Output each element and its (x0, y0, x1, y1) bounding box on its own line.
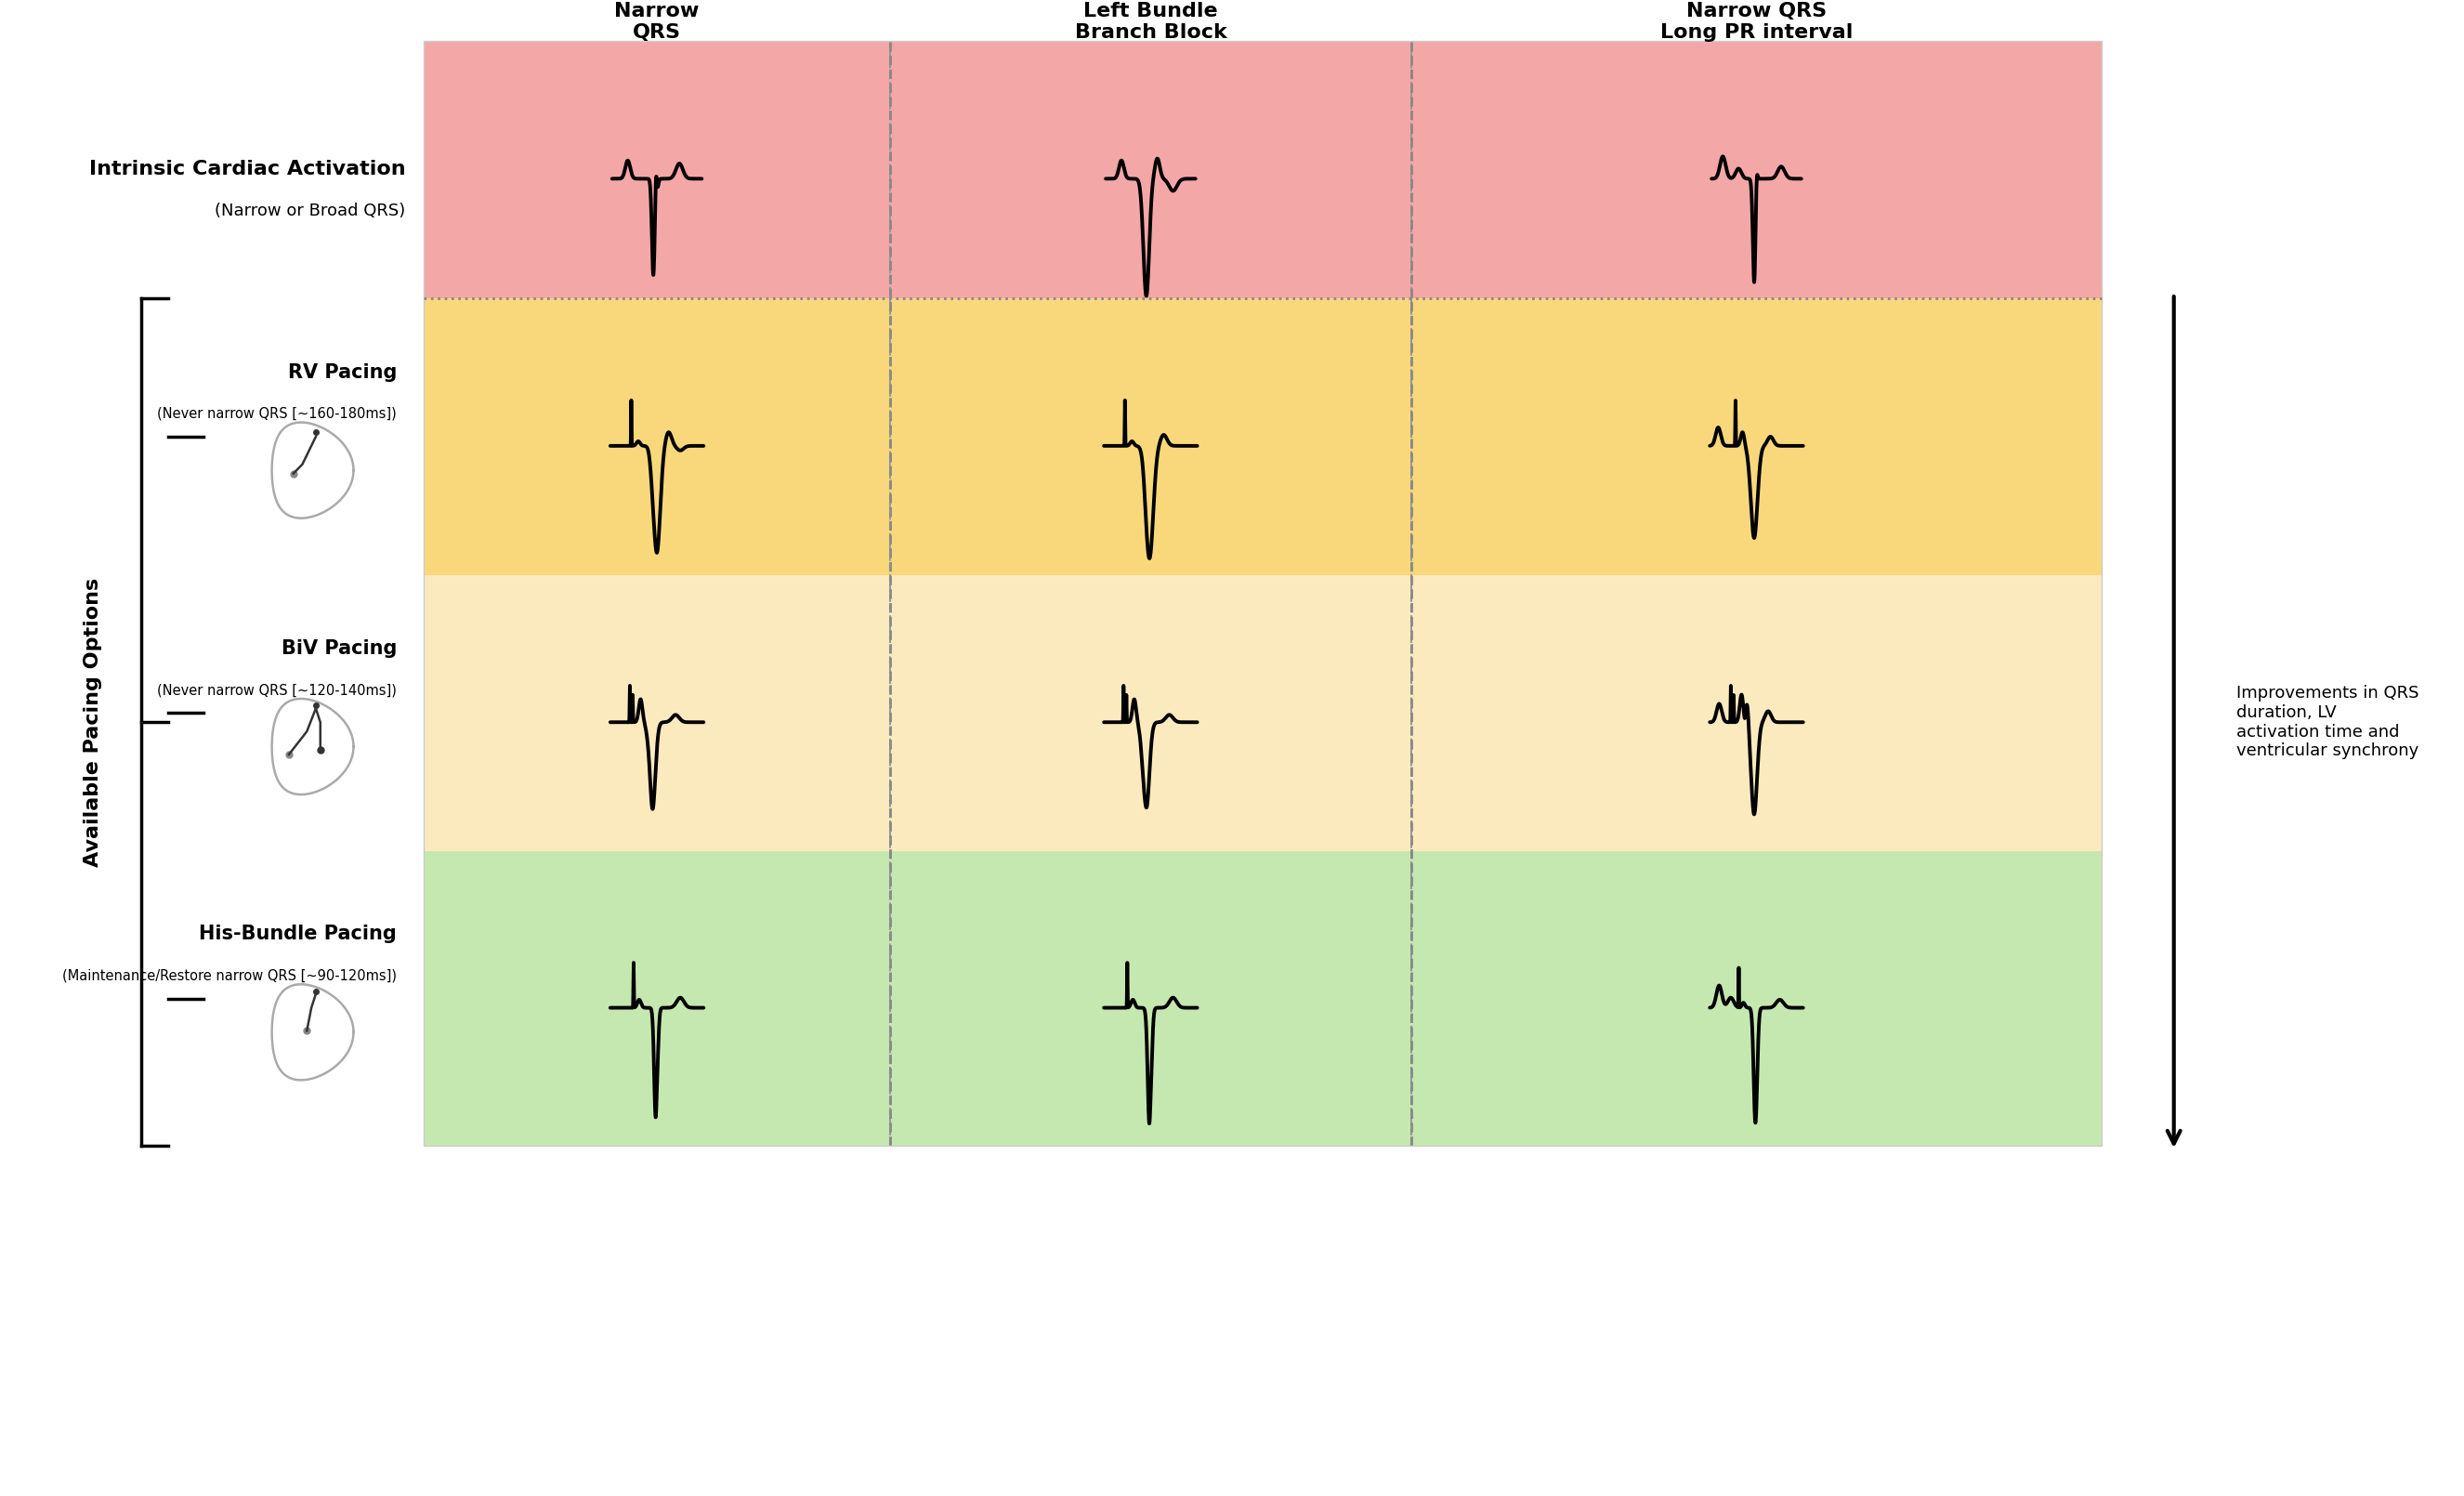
Text: Available Pacing Options: Available Pacing Options (84, 577, 103, 866)
Text: (Never narrow QRS [~160-180ms]): (Never narrow QRS [~160-180ms]) (158, 407, 397, 420)
Bar (424, 40, 2102, 1146)
Text: Improvements in QRS
duration, LV
activation time and
ventricular synchrony: Improvements in QRS duration, LV activat… (2237, 685, 2420, 760)
Text: (Never narrow QRS [~120-140ms]): (Never narrow QRS [~120-140ms]) (158, 684, 397, 697)
FancyBboxPatch shape (424, 40, 2102, 299)
Text: (Narrow or Broad QRS): (Narrow or Broad QRS) (214, 202, 407, 220)
Text: Intrinsic Cardiac Activation: Intrinsic Cardiac Activation (89, 160, 407, 180)
Text: Narrow
QRS: Narrow QRS (614, 1, 700, 42)
Text: Narrow QRS
Long PR interval: Narrow QRS Long PR interval (1661, 1, 1853, 42)
Text: BiV Pacing: BiV Pacing (281, 639, 397, 658)
Text: RV Pacing: RV Pacing (288, 364, 397, 381)
Text: (Maintenance/Restore narrow QRS [~90-120ms]): (Maintenance/Restore narrow QRS [~90-120… (62, 968, 397, 983)
FancyBboxPatch shape (424, 299, 2102, 574)
Text: Left Bundle
Branch Block: Left Bundle Branch Block (1074, 1, 1227, 42)
FancyBboxPatch shape (424, 574, 2102, 851)
FancyBboxPatch shape (424, 851, 2102, 1146)
Text: His-Bundle Pacing: His-Bundle Pacing (200, 925, 397, 944)
